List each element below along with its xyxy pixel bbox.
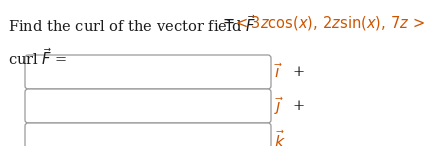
Text: curl $\vec{F}$ =: curl $\vec{F}$ = [8, 47, 68, 68]
Text: $=$: $=$ [220, 14, 236, 28]
Text: $\vec{\imath}$: $\vec{\imath}$ [274, 63, 283, 81]
Text: $\vec{\jmath}$: $\vec{\jmath}$ [274, 95, 284, 117]
Text: Find the curl of the vector field $\vec{F}$: Find the curl of the vector field $\vec{… [8, 14, 256, 35]
FancyBboxPatch shape [25, 55, 271, 89]
FancyBboxPatch shape [25, 123, 271, 146]
Text: $< 3z\cos(x),\,2z\sin(x),\,7z\, >$: $< 3z\cos(x),\,2z\sin(x),\,7z\, >$ [233, 14, 425, 32]
Text: +: + [292, 99, 304, 113]
Text: +: + [292, 65, 304, 79]
FancyBboxPatch shape [25, 89, 271, 123]
Text: $\vec{k}$: $\vec{k}$ [274, 129, 286, 146]
